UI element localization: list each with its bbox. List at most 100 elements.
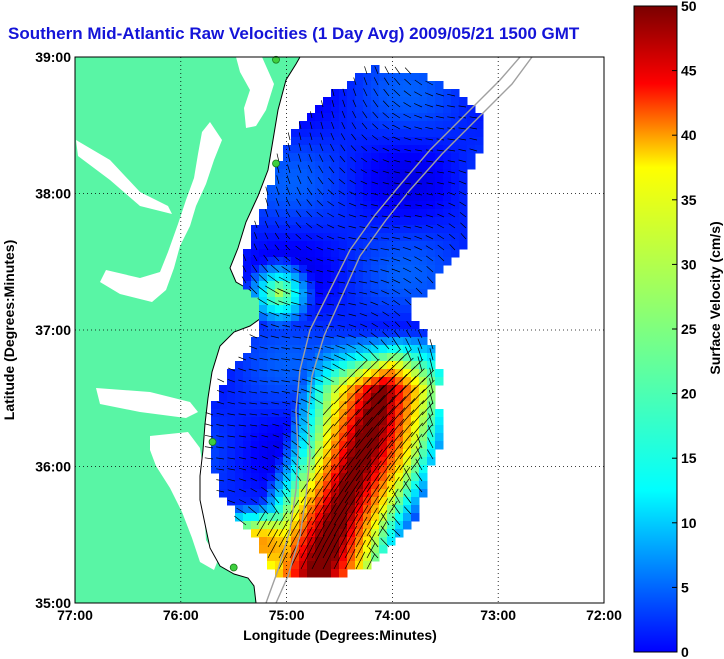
velocity-vector — [227, 424, 236, 427]
velocity-vector — [403, 137, 412, 141]
velocity-cell — [339, 433, 348, 442]
velocity-vector — [254, 232, 258, 240]
velocity-cell — [331, 105, 340, 114]
velocity-vector — [344, 537, 357, 559]
velocity-cell — [339, 313, 348, 322]
velocity-vector — [333, 491, 349, 515]
velocity-cell — [291, 457, 300, 466]
velocity-cell — [227, 489, 236, 498]
velocity-cell — [331, 377, 340, 386]
x-tick-label: 74:00 — [374, 607, 410, 623]
velocity-cell — [395, 377, 404, 386]
velocity-vector — [410, 389, 425, 405]
velocity-vector — [469, 137, 478, 141]
velocity-cell — [259, 329, 268, 338]
velocity-vector — [325, 335, 335, 339]
velocity-cell — [443, 121, 452, 130]
velocity-cell — [451, 225, 460, 234]
velocity-vector — [361, 134, 368, 141]
velocity-vector — [377, 373, 397, 394]
velocity-vector — [336, 335, 346, 339]
velocity-vector — [366, 460, 382, 482]
velocity-cell — [283, 409, 292, 418]
velocity-cell — [339, 145, 348, 154]
velocity-cell — [403, 457, 412, 466]
velocity-cell — [275, 225, 284, 234]
velocity-cell — [355, 89, 364, 98]
velocity-cell — [411, 249, 420, 258]
velocity-vector — [261, 486, 269, 493]
x-axis-label: Longitude (Degrees:Minutes) — [243, 627, 437, 643]
velocity-cell — [227, 417, 236, 426]
velocity-vector — [297, 164, 302, 174]
velocity-cell — [291, 321, 300, 330]
velocity-cell — [299, 361, 308, 370]
velocity-cell — [211, 425, 220, 434]
velocity-cell — [339, 449, 348, 458]
velocity-vector — [406, 320, 412, 328]
velocity-cell — [379, 129, 388, 138]
velocity-vector — [265, 285, 280, 295]
velocity-vector — [311, 466, 323, 482]
velocity-vector — [404, 78, 412, 86]
velocity-cell — [275, 569, 284, 578]
velocity-cell — [307, 441, 316, 450]
velocity-vector — [402, 257, 412, 262]
velocity-vector — [328, 177, 335, 185]
velocity-cell — [243, 449, 252, 458]
velocity-cell — [347, 497, 356, 506]
velocity-cell — [315, 273, 324, 282]
velocity-cell — [403, 497, 412, 506]
velocity-vector — [260, 402, 269, 405]
velocity-cell — [363, 529, 372, 538]
velocity-cell — [331, 489, 340, 498]
velocity-cell — [243, 377, 252, 386]
velocity-vector — [351, 133, 357, 141]
velocity-cell — [283, 193, 292, 202]
velocity-cell — [403, 473, 412, 482]
velocity-vector — [403, 226, 412, 229]
velocity-cell — [275, 281, 284, 290]
velocity-vector — [250, 274, 258, 284]
velocity-cell — [267, 193, 276, 202]
velocity-vector — [302, 368, 313, 372]
velocity-vector — [273, 254, 280, 262]
velocity-cell — [291, 129, 300, 138]
velocity-vector — [372, 123, 379, 130]
velocity-cell — [283, 489, 292, 498]
velocity-cell — [291, 193, 300, 202]
velocity-vector — [393, 148, 401, 152]
velocity-vector — [261, 445, 269, 449]
velocity-cell — [379, 425, 388, 434]
velocity-vector — [297, 175, 302, 185]
velocity-cell — [395, 153, 404, 162]
velocity-cell — [403, 417, 412, 426]
velocity-cell — [379, 337, 388, 346]
velocity-vector — [342, 88, 346, 97]
velocity-vector — [270, 502, 280, 515]
velocity-cell — [315, 241, 324, 250]
velocity-cell — [315, 385, 324, 394]
velocity-cell — [403, 505, 412, 514]
velocity-vector — [360, 203, 368, 207]
velocity-vector — [282, 433, 291, 438]
velocity-cell — [323, 217, 332, 226]
velocity-vector — [355, 516, 368, 537]
velocity-vector — [281, 453, 291, 460]
velocity-cell — [403, 465, 412, 474]
velocity-cell — [339, 89, 348, 98]
velocity-cell — [315, 161, 324, 170]
velocity-vector — [272, 423, 280, 427]
velocity-cell — [235, 441, 244, 450]
velocity-cell — [339, 377, 348, 386]
velocity-cell — [411, 201, 420, 210]
velocity-cell — [379, 137, 388, 146]
velocity-cell — [267, 433, 276, 442]
velocity-cell — [419, 161, 428, 170]
velocity-cell — [371, 361, 380, 370]
velocity-cell — [291, 505, 300, 514]
velocity-cell — [339, 441, 348, 450]
velocity-cell — [323, 97, 332, 106]
velocity-cell — [291, 209, 300, 218]
velocity-cell — [443, 209, 452, 218]
